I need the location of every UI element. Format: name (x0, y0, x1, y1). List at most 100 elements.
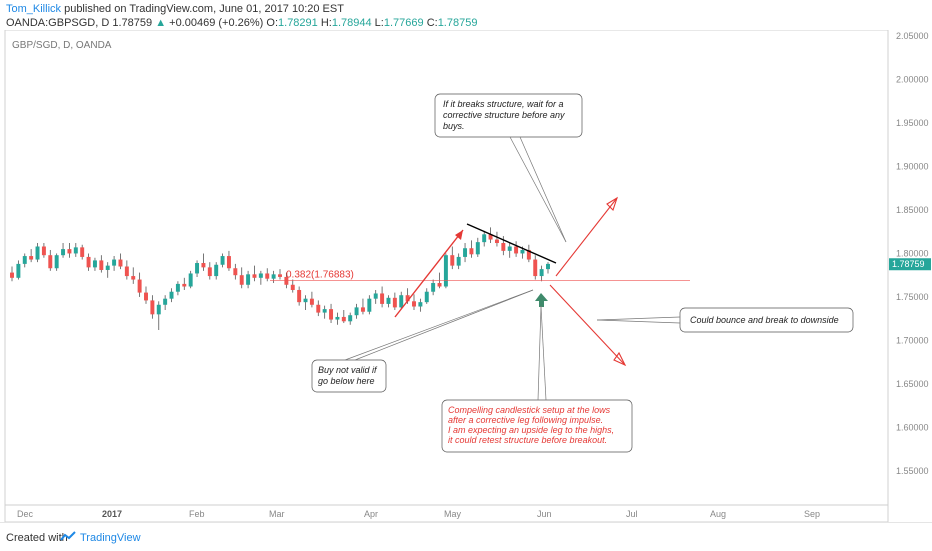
candle-body (297, 289, 302, 303)
publisher-line: Tom_Killick published on TradingView.com… (6, 3, 344, 15)
bottom-note: Compelling candlestick setup at the lows… (441, 305, 633, 453)
candle-body (360, 307, 365, 312)
candle-body (182, 283, 187, 287)
candle-body (67, 249, 72, 254)
x-tick-label: Jul (626, 509, 638, 519)
bottom-note-line-4: it could retest structure before breakou… (448, 435, 607, 445)
top-note-line-3: buys. (443, 121, 465, 131)
candle-body (201, 263, 206, 268)
x-tick-label: Mar (269, 509, 285, 519)
low-value: 1.77669 (383, 17, 424, 29)
candle-body (137, 279, 142, 293)
impulse-arrow-line (394, 229, 464, 318)
tradingview-brand[interactable]: TradingView (80, 532, 141, 544)
candle-body (92, 260, 97, 268)
created-with-text: Created with (6, 532, 68, 544)
candle-body (73, 247, 78, 254)
x-axis: Dec 2017 Feb Mar Apr May Jun Jul Aug Sep (17, 509, 820, 519)
x-tick-label: Sep (804, 509, 820, 519)
left-note: Buy not valid if go below here (311, 289, 534, 393)
bottom-note-line-2: after a corrective leg following impulse… (448, 415, 603, 425)
candle-body (482, 234, 487, 243)
candle-body (144, 292, 148, 301)
candle-body (373, 293, 378, 299)
candle-body (450, 255, 455, 266)
up-arrow-icon: ▲ (155, 17, 167, 29)
y-tick-label: 1.80000 (896, 248, 929, 258)
candle-body (233, 268, 238, 276)
candle-body (507, 246, 512, 251)
candle-body (61, 249, 66, 256)
candle-body (131, 276, 136, 280)
y-tick-label: 1.65000 (896, 379, 929, 389)
candle-body (463, 248, 468, 257)
candle-body (348, 315, 353, 322)
x-tick-label: Feb (189, 509, 205, 519)
candle-body (316, 304, 321, 313)
candle-body (418, 302, 423, 307)
x-tick-label: May (444, 509, 462, 519)
candle-body (10, 272, 14, 278)
candle-body (175, 283, 180, 292)
right-note-line-1: Could bounce and break to downside (690, 315, 839, 325)
x-tick-label: Jun (537, 509, 552, 519)
candle-body (105, 265, 110, 270)
downside-arrowhead (613, 351, 627, 367)
y-tick-label: 1.95000 (896, 118, 929, 128)
candle-body (322, 309, 327, 313)
candle-body (156, 304, 161, 315)
chart-title: GBP/SGD, D, OANDA (12, 40, 112, 51)
candle-body (163, 298, 168, 305)
close-value: 1.78759 (437, 17, 478, 29)
candle-body (246, 274, 251, 285)
open-label: O: (266, 17, 279, 29)
candle-body (265, 273, 270, 279)
high-value: 1.78944 (331, 17, 372, 29)
last-price-tag: 1.78759 (889, 258, 931, 271)
candle-body (431, 283, 436, 292)
price-chart[interactable]: GBP/SGD, D, OANDA 2.05000 2.00000 1.95000 1… (0, 30, 932, 522)
candle-body (424, 291, 429, 303)
candle-body (443, 255, 448, 287)
y-tick-label: 2.00000 (896, 74, 929, 84)
candle-body (456, 256, 461, 266)
price-change: +0.00469 (+0.26%) (169, 17, 264, 29)
top-note: If it breaks structure, wait for a corre… (434, 93, 583, 243)
candle-body (252, 274, 257, 278)
right-note: Could bounce and break to downside (596, 307, 854, 333)
high-label: H: (320, 17, 332, 29)
candle-body (214, 264, 219, 277)
y-tick-label: 1.75000 (896, 292, 929, 302)
published-text: published on TradingView.com, June 01, 2… (64, 3, 344, 15)
candle-body (533, 259, 538, 277)
candle-body (335, 316, 340, 320)
x-tick-label: 2017 (102, 509, 122, 519)
author-link[interactable]: Tom_Killick (6, 3, 62, 15)
y-tick-label: 1.90000 (896, 161, 929, 171)
candle-body (239, 275, 244, 285)
candle-body (271, 274, 276, 279)
y-tick-label: 1.55000 (896, 466, 929, 476)
candle-body (99, 260, 104, 270)
candle-body (354, 307, 359, 316)
candle-body (112, 259, 117, 266)
tradingview-logo-icon (60, 531, 76, 541)
footer: Created with TradingView (0, 522, 932, 551)
candle-body (488, 234, 493, 240)
candle-body (386, 297, 391, 304)
left-note-line-1: Buy not valid if (318, 365, 378, 375)
candle-body (35, 246, 40, 260)
candle-body (188, 273, 193, 287)
candle-body (22, 256, 27, 264)
candle-body (469, 248, 474, 255)
candle-body (118, 259, 123, 267)
chart-header: Tom_Killick published on TradingView.com… (0, 0, 932, 30)
candle-body (207, 267, 212, 277)
candle-body (437, 283, 442, 287)
y-tick-label: 1.85000 (896, 205, 929, 215)
candle-body (412, 301, 416, 307)
candle-body (475, 242, 480, 255)
x-tick-label: Dec (17, 509, 34, 519)
y-tick-label: 1.60000 (896, 422, 929, 432)
candle-body (258, 273, 263, 278)
